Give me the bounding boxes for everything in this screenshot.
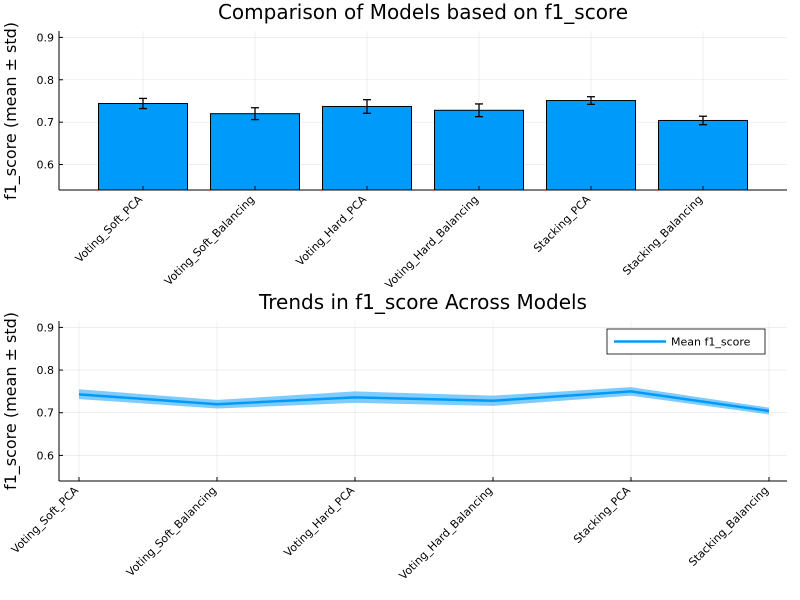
- x-tick-label: Voting_Soft_Balancing: [162, 193, 257, 288]
- y-tick-label: 0.8: [37, 364, 55, 377]
- x-tick-label: Voting_Hard_Balancing: [397, 484, 495, 582]
- line-chart-axes: [58, 321, 787, 482]
- x-tick-label: Voting_Hard_PCA: [282, 484, 358, 560]
- line-chart-series: [78, 390, 770, 413]
- x-tick-label: Voting_Soft_PCA: [73, 193, 146, 266]
- y-tick-label: 0.9: [37, 31, 55, 44]
- bar: [434, 109, 524, 191]
- x-tick-label: Stacking_PCA: [531, 193, 593, 255]
- bar: [658, 119, 748, 191]
- x-tick-label: Stacking_PCA: [571, 484, 633, 546]
- bar-chart-yticks: 0.6 0.7 0.8 0.9: [37, 31, 63, 172]
- bar-chart-title: Comparison of Models based on f1_score: [218, 0, 628, 24]
- x-tick-label: Stacking_Balancing: [620, 193, 705, 278]
- line-chart-legend: Mean f1_score: [606, 328, 766, 355]
- bar-chart-ylabel: f1_score (mean ± std): [1, 22, 21, 200]
- y-tick-label: 0.9: [37, 321, 55, 334]
- x-tick-label: Voting_Soft_PCA: [9, 484, 82, 557]
- line-chart-ylabel: f1_score (mean ± std): [1, 312, 21, 490]
- y-tick-label: 0.8: [37, 74, 55, 87]
- x-tick-label: Voting_Soft_Balancing: [124, 484, 219, 579]
- bar: [322, 105, 412, 191]
- bar-chart-axes: [58, 31, 787, 191]
- x-tick-label: Voting_Hard_Balancing: [383, 193, 481, 291]
- y-tick-label: 0.7: [37, 116, 55, 129]
- bar: [546, 100, 636, 191]
- line-chart-xticks: Voting_Soft_PCA Voting_Soft_Balancing Voti…: [9, 477, 771, 582]
- y-tick-label: 0.7: [37, 407, 55, 420]
- y-tick-label: 0.6: [37, 449, 55, 462]
- x-tick-label: Stacking_Balancing: [686, 484, 771, 569]
- line-chart-grid: [59, 321, 787, 481]
- legend-label: Mean f1_score: [671, 336, 751, 349]
- bar-chart: Comparison of Models based on f1_score f…: [1, 0, 787, 291]
- bar-chart-xticks: Voting_Soft_PCA Voting_Soft_Balancing Voti…: [73, 186, 705, 291]
- line-chart-yticks: 0.6 0.7 0.8 0.9: [37, 321, 63, 462]
- bar-chart-bars: [98, 100, 748, 191]
- line-chart-title: Trends in f1_score Across Models: [258, 290, 587, 314]
- x-tick-label: Voting_Hard_PCA: [294, 193, 370, 269]
- mean-line: [78, 390, 770, 413]
- bar-chart-error-bars: [139, 96, 707, 126]
- line-chart: Trends in f1_score Across Models f1_scor…: [1, 290, 787, 582]
- y-tick-label: 0.6: [37, 159, 55, 172]
- bar: [98, 103, 188, 191]
- bar: [210, 113, 300, 191]
